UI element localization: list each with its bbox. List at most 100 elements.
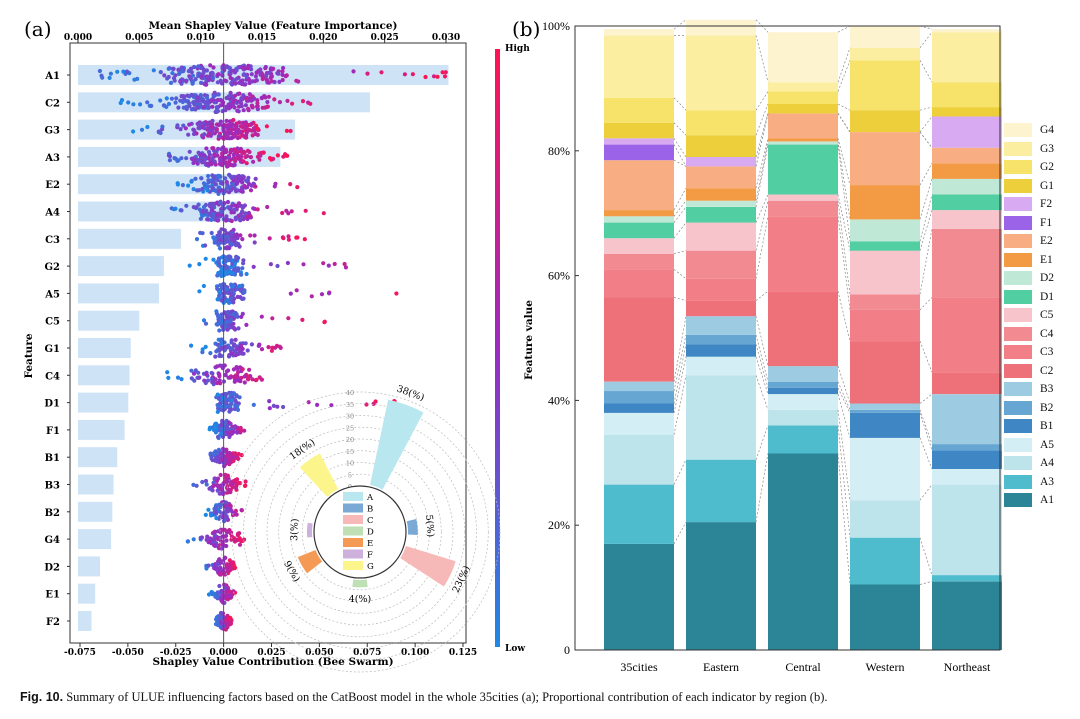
swarm-point [267, 236, 272, 241]
legend-item: G3 [1004, 140, 1074, 159]
swarm-point [264, 104, 270, 109]
swarm-point [284, 208, 289, 213]
swarm-point [228, 453, 233, 458]
connector-line [919, 116, 933, 133]
connector-line [673, 316, 687, 382]
swarm-point [227, 122, 232, 127]
connector-line [919, 163, 933, 186]
stack-segment [604, 160, 674, 211]
polar-bar [400, 546, 456, 587]
swarm-point [275, 153, 280, 158]
legend-label: F2 [1040, 198, 1053, 211]
swarm-point [240, 346, 245, 351]
polar-value-label: 4(%) [349, 594, 371, 605]
importance-bar [78, 338, 131, 358]
swarm-point [167, 158, 172, 163]
legend-swatch [1004, 289, 1032, 304]
swarm-point [204, 146, 209, 151]
swarm-point [273, 345, 278, 350]
swarm-point [242, 203, 247, 208]
swarm-point [229, 338, 234, 343]
y-axis-title-b: Feature value [523, 300, 535, 380]
swarm-point [224, 217, 229, 222]
swarm-point [183, 126, 188, 131]
swarm-point [218, 487, 223, 492]
swarm-point [210, 127, 215, 133]
swarm-point [268, 262, 273, 267]
swarm-point [223, 108, 228, 113]
swarm-point [184, 156, 189, 161]
stack-segment [604, 144, 674, 161]
swarm-point [251, 264, 256, 269]
connector-line [673, 200, 687, 217]
swarm-point [435, 74, 440, 79]
polar-bar [297, 549, 323, 574]
stack-segment [932, 469, 1002, 485]
connector-line [755, 35, 769, 83]
swarm-point [218, 472, 223, 478]
swarm-point [206, 100, 211, 105]
swarm-point [179, 156, 184, 161]
stack-segment [850, 403, 920, 410]
swarm-point [269, 348, 274, 353]
swarm-point [309, 294, 314, 299]
swarm-point [253, 176, 258, 181]
stack-segment [604, 222, 674, 239]
polar-tick-label: 20 [346, 436, 354, 444]
connector-line [919, 437, 933, 470]
swarm-point [175, 123, 180, 128]
swarm-point [220, 366, 225, 371]
swarm-point [294, 235, 299, 240]
feature-label: C4 [45, 371, 60, 382]
swarm-point [178, 127, 183, 132]
swarm-point [210, 185, 215, 190]
swarm-point [215, 273, 220, 278]
swarm-point [221, 446, 226, 451]
legend-swatch [1004, 271, 1032, 286]
swarm-point [379, 70, 384, 75]
swarm-point [198, 93, 203, 98]
swarm-point [224, 231, 229, 236]
swarm-point [233, 398, 238, 403]
swarm-point [286, 237, 291, 242]
swarm-point [240, 237, 245, 242]
swarm-point [229, 148, 235, 153]
swarm-point [215, 476, 221, 481]
stack-segment [686, 110, 756, 136]
feature-label: F2 [46, 617, 60, 628]
legend-swatch [1004, 363, 1032, 378]
swarm-point [258, 67, 263, 72]
connector-line [837, 409, 851, 501]
legend-swatch [1004, 456, 1032, 471]
swarm-point [100, 75, 105, 80]
connector-line [837, 216, 851, 310]
y-tick-label-b: 20% [548, 518, 570, 532]
stack-segment [850, 250, 920, 295]
swarm-point [216, 406, 221, 411]
feature-label: G2 [45, 262, 61, 273]
legend-swatch [1004, 197, 1032, 212]
swarm-point [255, 207, 260, 212]
swarm-point [272, 184, 277, 189]
swarm-point [231, 321, 236, 326]
swarm-point [235, 366, 240, 371]
stack-segment [686, 334, 756, 345]
swarm-point [186, 183, 191, 188]
swarm-point [224, 95, 229, 101]
swarm-point [176, 105, 181, 110]
polar-bar [352, 579, 368, 588]
swarm-point [302, 237, 307, 242]
swarm-point [193, 176, 198, 181]
swarm-point [253, 74, 258, 79]
colorbar-low-label: Low [505, 644, 525, 654]
stack-segment [768, 381, 838, 388]
connector-line [919, 581, 933, 585]
swarm-point [227, 136, 232, 141]
feature-label: C5 [45, 317, 60, 328]
swarm-point [234, 130, 239, 135]
swarm-point [162, 73, 167, 78]
swarm-point [203, 256, 208, 261]
connector-line [919, 106, 933, 111]
swarm-point [149, 103, 154, 108]
swarm-point [211, 76, 216, 81]
